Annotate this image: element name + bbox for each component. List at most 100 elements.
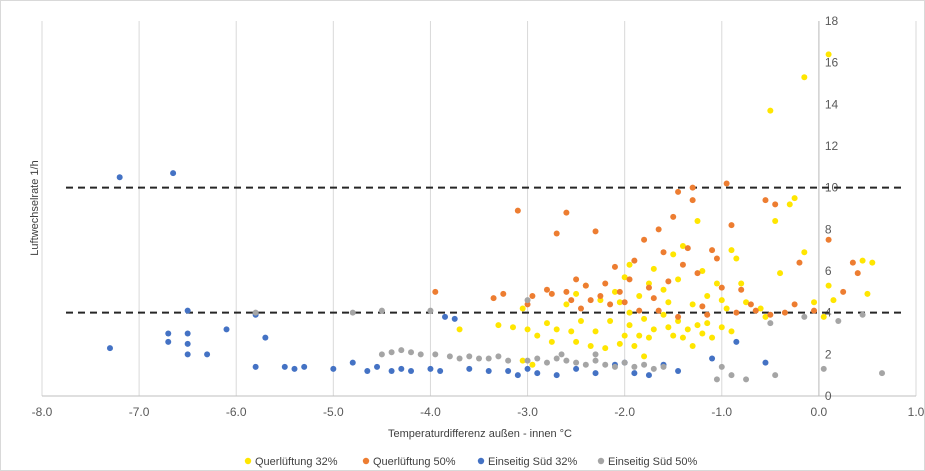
data-point [611, 288, 618, 295]
data-point [184, 351, 191, 358]
x-tick-labels: -8.0 -7.0 -6.0 -5.0 -4.0 -3.0 -2.0 -1.0 0.0 1.0 [32, 405, 925, 419]
data-point [597, 293, 604, 299]
data-point [626, 322, 633, 329]
data-point [694, 270, 701, 277]
data-point [592, 357, 599, 364]
data-point [524, 301, 531, 308]
data-point [743, 299, 750, 306]
data-point [568, 297, 575, 304]
data-point [577, 318, 584, 324]
data-point [456, 326, 463, 333]
data-point [616, 340, 623, 347]
data-point [364, 368, 371, 374]
data-point [611, 263, 618, 270]
data-point [432, 351, 439, 358]
data-point [869, 259, 876, 266]
data-point [689, 197, 696, 204]
series-2 [432, 180, 861, 320]
data-point [738, 286, 745, 293]
data-point [713, 255, 720, 262]
data-point [709, 355, 716, 362]
data-point [281, 363, 288, 370]
data-point [704, 311, 711, 318]
data-point [631, 370, 638, 377]
data-point [442, 313, 449, 320]
data-point [476, 355, 482, 362]
data-point [548, 338, 555, 345]
data-point [543, 286, 550, 293]
data-point [505, 357, 512, 364]
data-point [548, 290, 555, 297]
data-point [398, 365, 405, 372]
data-point [524, 357, 531, 364]
data-point [524, 365, 531, 372]
x-tick-label: -3.0 [517, 405, 538, 419]
data-point [330, 365, 337, 372]
data-point [490, 295, 497, 302]
data-point [495, 322, 502, 329]
data-point [679, 334, 686, 341]
data-point [859, 311, 866, 318]
data-point [529, 361, 536, 368]
x-tick-label: -8.0 [32, 405, 53, 419]
legend-label: Einseitig Süd 50% [608, 456, 697, 468]
data-point [563, 301, 570, 308]
data-point [801, 313, 808, 320]
data-point [675, 318, 682, 324]
data-point [752, 307, 759, 314]
data-point [718, 297, 725, 304]
data-point [587, 343, 594, 349]
legend-label: Querlüftung 50% [373, 456, 456, 468]
data-point [514, 372, 521, 379]
data-point [505, 368, 512, 374]
data-point [519, 305, 526, 312]
data-point [252, 309, 259, 316]
legend-marker [362, 457, 370, 465]
data-point [291, 365, 298, 372]
data-point [772, 218, 779, 224]
x-tick-label: 1.0 [908, 405, 925, 419]
y-tick-label: 10 [825, 181, 839, 195]
data-point [543, 320, 550, 327]
legend-marker [244, 457, 252, 465]
data-point [864, 290, 871, 297]
data-point [665, 299, 672, 306]
data-point [718, 363, 725, 370]
data-point [718, 324, 725, 331]
data-point [733, 309, 740, 316]
data-point [417, 351, 424, 358]
data-point [655, 226, 662, 233]
data-point [437, 368, 444, 374]
data-point [713, 280, 720, 287]
data-point [398, 347, 405, 354]
data-point [466, 353, 473, 360]
y-tick-label: 8 [825, 222, 832, 236]
data-point [723, 180, 730, 187]
data-point [621, 274, 628, 281]
data-point [165, 330, 172, 337]
data-point [660, 311, 667, 318]
data-point [626, 276, 633, 283]
data-point [602, 345, 609, 352]
data-point [553, 372, 560, 379]
data-point [738, 280, 745, 287]
data-point [631, 363, 638, 370]
data-point [645, 280, 652, 287]
data-point [781, 309, 788, 316]
data-point [621, 299, 628, 306]
y-axis-title: Luftwechselrate 1/h [29, 160, 41, 255]
data-point [840, 288, 847, 295]
data-point [801, 249, 808, 256]
legend-marker [597, 457, 605, 465]
data-point [374, 363, 381, 370]
data-point [495, 353, 502, 360]
data-point [772, 201, 779, 208]
y-tick-label: 0 [825, 389, 832, 403]
data-point [563, 209, 570, 216]
data-point [645, 372, 652, 379]
data-point [252, 363, 259, 370]
data-point [184, 307, 191, 314]
data-point [796, 259, 803, 266]
x-tick-label: -6.0 [226, 405, 247, 419]
